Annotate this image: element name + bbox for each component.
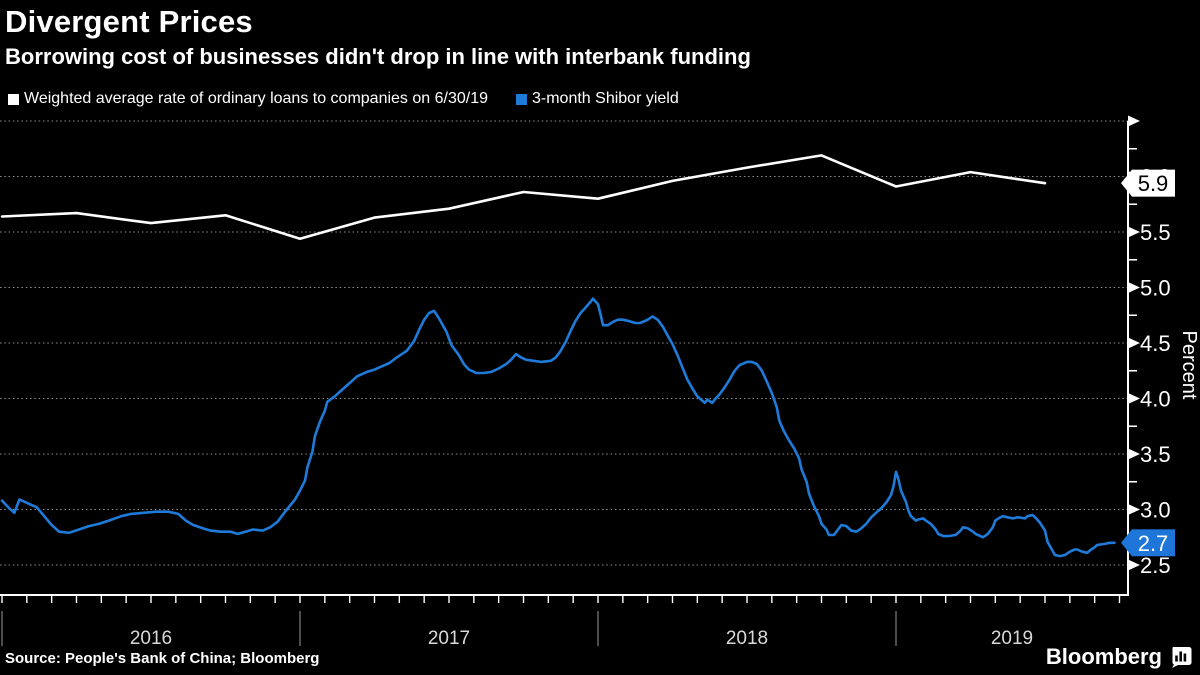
source-note: Source: People's Bank of China; Bloomber… [5,650,320,667]
bloomberg-brand: Bloomberg [1046,644,1192,670]
svg-text:2016: 2016 [130,628,172,649]
svg-text:2018: 2018 [726,628,768,649]
last-value-badges: 5.9 2.7 [1121,169,1175,557]
svg-text:2.5: 2.5 [1140,553,1171,578]
series-lines [0,154,1116,558]
legend-item-shibor: 3-month Shibor yield [516,90,679,108]
page-title: Divergent Prices [5,4,253,39]
bloomberg-wordmark: Bloomberg [1045,644,1162,669]
svg-text:2017: 2017 [428,628,470,649]
svg-text:3.5: 3.5 [1140,442,1171,467]
svg-text:5.0: 5.0 [1140,276,1171,301]
svg-text:3.0: 3.0 [1140,498,1171,523]
page-subtitle: Borrowing cost of businesses didn't drop… [5,44,751,69]
white-series-swatch-icon [8,93,19,105]
svg-text:5.9: 5.9 [1138,171,1169,196]
svg-text:5.5: 5.5 [1140,220,1171,245]
legend-label-shibor: 3-month Shibor yield [532,90,679,107]
svg-text:2019: 2019 [991,628,1033,649]
svg-text:Percent: Percent [1178,331,1200,400]
svg-text:4.0: 4.0 [1140,387,1171,412]
bloomberg-logo-icon [1172,647,1192,668]
legend: Weighted average rate of ordinary loans … [8,90,679,108]
blue-series-swatch-icon [516,93,527,105]
legend-item-loan-rate: Weighted average rate of ordinary loans … [8,90,488,108]
legend-label-loan-rate: Weighted average rate of ordinary loans … [24,90,488,107]
svg-text:2.7: 2.7 [1138,531,1169,556]
y-axis-tick-labels: 2.53.03.54.04.55.05.56.0Percent [1140,165,1200,579]
x-axis-year-labels: 2016 2017 2018 2019 [1,611,1033,649]
svg-text:4.5: 4.5 [1140,331,1171,356]
